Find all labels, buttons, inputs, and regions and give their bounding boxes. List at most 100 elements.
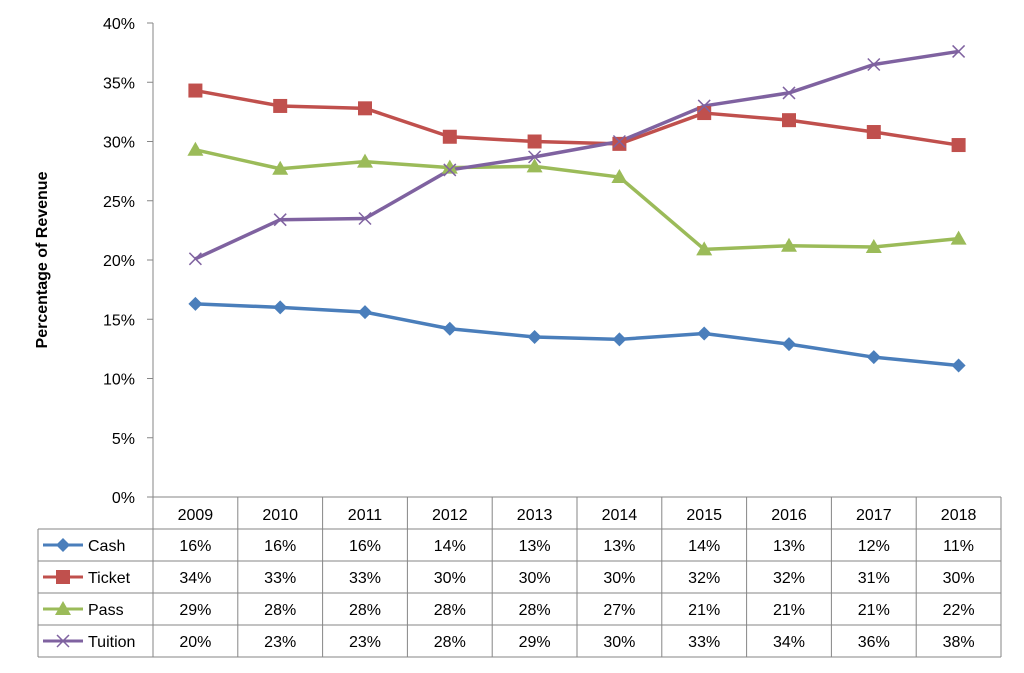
table-cell-value: 30% (603, 570, 635, 587)
data-point (273, 300, 288, 315)
table-cell-value: 20% (179, 634, 211, 651)
y-tick-label: 40% (103, 16, 135, 33)
x-tick-label: 2010 (262, 507, 298, 524)
x-tick-label: 2013 (517, 507, 553, 524)
x-tick-label: 2011 (348, 507, 383, 524)
data-point (527, 330, 542, 345)
y-tick-label: 0% (112, 490, 135, 507)
data-point (527, 134, 542, 149)
data-point (442, 129, 457, 144)
data-table: 2009 2010 2011 2012 2013 2014 2015 2016 2017 2018… (37, 496, 1002, 658)
table-cell-value: 16% (349, 538, 381, 555)
data-point (526, 158, 543, 173)
table-cell-value: 28% (519, 602, 551, 619)
table-cell-value: 21% (688, 602, 720, 619)
data-point (865, 238, 882, 253)
data-point (612, 134, 626, 149)
data-point (528, 150, 542, 164)
data-point (612, 136, 627, 151)
data-point (612, 332, 627, 347)
plot-axes (147, 22, 154, 498)
y-axis-label: Percentage of Revenue (34, 171, 51, 348)
legend-label: Ticket (88, 570, 131, 587)
table-cell-value: 14% (434, 538, 466, 555)
table-cell-value: 21% (773, 602, 805, 619)
table-cell-value: 13% (519, 538, 551, 555)
table-cell-value: 38% (943, 634, 975, 651)
legend-label: Tuition (88, 634, 135, 651)
y-tick-label: 30% (103, 135, 135, 152)
table-cell-value: 13% (773, 538, 805, 555)
x-tick-label: 2012 (432, 507, 468, 524)
table-cell-value: 28% (434, 602, 466, 619)
data-point (867, 57, 881, 72)
data-point (357, 153, 373, 168)
table-cell-value: 30% (603, 634, 635, 651)
legend-label: Cash (88, 538, 125, 555)
y-tick-label: 35% (103, 75, 135, 92)
table-cell-value: 21% (858, 602, 890, 619)
table-cell-value: 34% (179, 570, 211, 587)
table-cell-value: 34% (773, 634, 805, 651)
table-cell-value: 13% (603, 538, 635, 555)
data-point (696, 241, 713, 256)
data-point (188, 252, 202, 266)
data-point (866, 350, 881, 365)
table-cell-value: 23% (349, 634, 381, 651)
data-point (273, 213, 287, 227)
data-point (866, 125, 881, 140)
x-tick-label: 2009 (178, 507, 214, 524)
table-cell-value: 23% (264, 634, 296, 651)
y-tick-label: 25% (103, 194, 135, 211)
table-cell-value: 33% (349, 570, 381, 587)
table-cell-value: 32% (773, 570, 805, 587)
x-tick-label: 2017 (856, 507, 892, 524)
table-cell-value: 32% (688, 570, 720, 587)
series-lines (187, 44, 967, 373)
table-cell-value: 36% (858, 634, 890, 651)
series-line (194, 49, 959, 261)
y-tick-label: 10% (103, 372, 135, 389)
data-point (188, 296, 203, 311)
data-point (782, 113, 796, 128)
table-cell-value: 11% (943, 538, 974, 555)
x-tick-label: 2014 (602, 507, 638, 524)
x-tick-label: 2015 (686, 507, 722, 524)
data-point (950, 230, 967, 245)
table-cell-value: 29% (519, 634, 551, 651)
data-point (697, 106, 712, 121)
table-cell-value: 31% (858, 570, 890, 587)
table-cell-value: 28% (264, 602, 296, 619)
y-tick-label: 15% (103, 312, 135, 329)
y-tick-label: 20% (103, 253, 135, 270)
data-point (952, 44, 966, 58)
data-point (951, 358, 966, 373)
x-tick-label: 2018 (941, 507, 977, 524)
data-point (697, 326, 712, 341)
table-cell-value: 14% (688, 538, 720, 555)
table-cell-value: 33% (688, 634, 720, 651)
x-tick-label: 2016 (771, 507, 807, 524)
data-point (442, 321, 457, 336)
data-point (358, 305, 372, 320)
data-point (187, 141, 204, 156)
table-cell-value: 30% (434, 570, 466, 587)
table-cell-value: 12% (858, 538, 890, 555)
table-cell-value: 16% (179, 538, 211, 555)
data-point (697, 99, 711, 113)
data-point (358, 101, 372, 116)
table-cell-value: 28% (349, 602, 381, 619)
data-point (782, 337, 796, 352)
data-point (782, 86, 796, 100)
table-cell-value: 30% (943, 570, 975, 587)
data-point (56, 570, 70, 584)
series-line (195, 148, 959, 252)
data-point (188, 83, 203, 98)
table-cell-value: 22% (943, 602, 975, 619)
legend-label: Pass (88, 602, 124, 619)
data-point (441, 159, 458, 174)
data-point (781, 237, 797, 252)
data-point (611, 169, 628, 184)
data-point (273, 98, 288, 113)
data-point (443, 163, 457, 177)
